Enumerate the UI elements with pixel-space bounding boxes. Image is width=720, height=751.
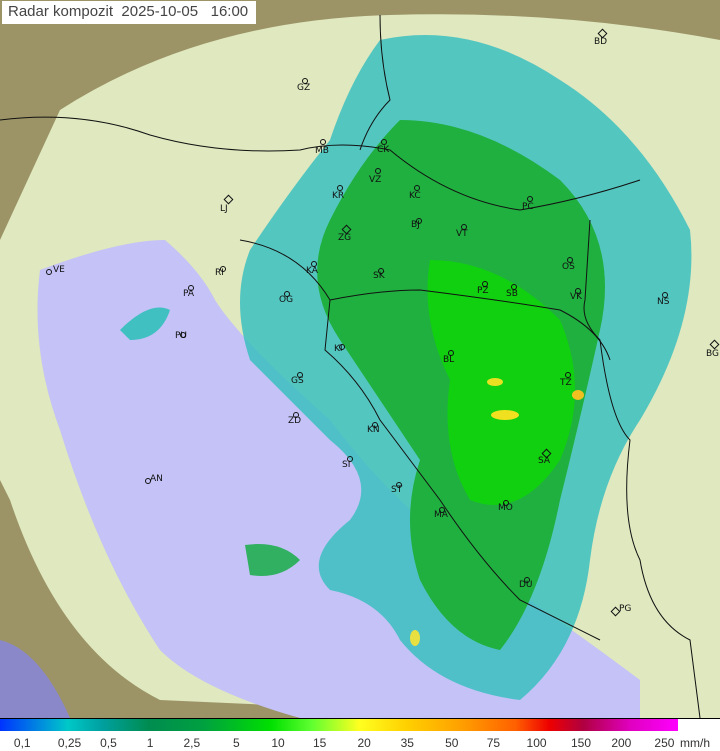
scale-tick-label: 0,5 [100, 736, 117, 750]
city-label: ST [391, 485, 403, 495]
city-label: PC [522, 202, 534, 212]
city-label: SK [373, 271, 385, 281]
circle-marker-icon [414, 185, 420, 191]
scale-tick-label: 100 [526, 736, 547, 750]
scale-tick-label: 15 [313, 736, 327, 750]
circle-marker-icon [511, 284, 517, 290]
scale-tick-label: 50 [445, 736, 459, 750]
circle-marker-icon [482, 281, 488, 287]
city-label: TZ [560, 378, 572, 388]
precipitation-color-scale [0, 719, 678, 731]
borders [0, 14, 701, 718]
circle-marker-icon [381, 139, 387, 145]
circle-marker-icon [575, 288, 581, 294]
scale-tick-label: 35 [400, 736, 414, 750]
scale-tick-label: 150 [571, 736, 592, 750]
city-label: PU [175, 331, 188, 341]
circle-marker-icon [439, 507, 445, 513]
city-label: GS [291, 376, 304, 386]
city-label: KN [367, 425, 380, 435]
scale-tick-label: 200 [611, 736, 632, 750]
radar-map [0, 0, 720, 718]
city-label: NS [657, 297, 670, 307]
circle-marker-icon [311, 261, 317, 267]
scale-tick-label: 2,5 [183, 736, 201, 750]
city-label: DU [519, 580, 533, 590]
scale-tick-label: 0,25 [57, 736, 82, 750]
city-label: SA [538, 456, 551, 466]
circle-marker-icon [46, 269, 52, 275]
scale-tick-label: 20 [357, 736, 371, 750]
city-label: OS [562, 262, 575, 272]
map-title: Radar kompozit 2025-10-05 16:00 [2, 1, 257, 24]
circle-marker-icon [220, 266, 226, 272]
city-label: LJ [220, 204, 228, 214]
circle-marker-icon [337, 185, 343, 191]
city-label: SI [342, 460, 351, 470]
city-label: GZ [297, 83, 311, 93]
circle-marker-icon [448, 350, 454, 356]
circle-marker-icon [145, 478, 151, 484]
circle-marker-icon [180, 332, 186, 338]
scale-tick-label: 250 [654, 736, 675, 750]
city-label: VK [570, 292, 583, 302]
city-label: KI [334, 344, 343, 354]
city-label: BJ [411, 220, 420, 230]
circle-marker-icon [416, 218, 422, 224]
circle-marker-icon [565, 372, 571, 378]
scale-tick-label: 5 [232, 736, 240, 750]
circle-marker-icon [461, 224, 467, 230]
city-label: AN [150, 474, 163, 484]
circle-marker-icon [347, 456, 353, 462]
city-label: SB [506, 289, 518, 299]
city-label: VT [456, 229, 468, 239]
circle-marker-icon [293, 412, 299, 418]
scale-tick-label: 1 [146, 736, 154, 750]
city-label: KC [409, 191, 421, 201]
city-label: KR [332, 191, 345, 201]
city-label: OG [279, 295, 294, 305]
circle-marker-icon [302, 78, 308, 84]
city-label: BL [443, 355, 455, 365]
city-label: MA [434, 510, 448, 520]
precipitation-echoes [120, 35, 692, 700]
divider [0, 718, 720, 719]
circle-marker-icon [339, 344, 345, 350]
city-label: BD [594, 37, 608, 47]
city-label: RI [215, 268, 224, 278]
city-label: PA [183, 289, 195, 299]
circle-marker-icon [378, 268, 384, 274]
city-label: PG [619, 604, 632, 614]
city-label: VZ [369, 175, 382, 185]
scale-unit: mm/h [680, 736, 710, 750]
circle-marker-icon [320, 139, 326, 145]
circle-marker-icon [662, 292, 668, 298]
circle-marker-icon [372, 422, 378, 428]
circle-marker-icon [503, 500, 509, 506]
circle-marker-icon [527, 196, 533, 202]
circle-marker-icon [375, 168, 381, 174]
circle-marker-icon [284, 291, 290, 297]
city-label: PZ [477, 286, 489, 296]
circle-marker-icon [188, 285, 194, 291]
circle-marker-icon [297, 372, 303, 378]
scale-tick-label: 10 [271, 736, 285, 750]
circle-marker-icon [524, 577, 530, 583]
city-label: ZD [288, 416, 302, 426]
city-label: KA [306, 266, 318, 276]
city-label: ZG [338, 233, 352, 243]
circle-marker-icon [396, 482, 402, 488]
circle-marker-icon [567, 257, 573, 263]
scale-tick-label: 75 [486, 736, 501, 750]
scale-tick-label: 0,1 [13, 736, 31, 750]
city-label: CK [377, 145, 390, 155]
city-label: MB [315, 146, 329, 156]
city-label: MO [498, 503, 513, 513]
city-label: BG [706, 349, 719, 359]
city-label: VE [53, 265, 65, 275]
